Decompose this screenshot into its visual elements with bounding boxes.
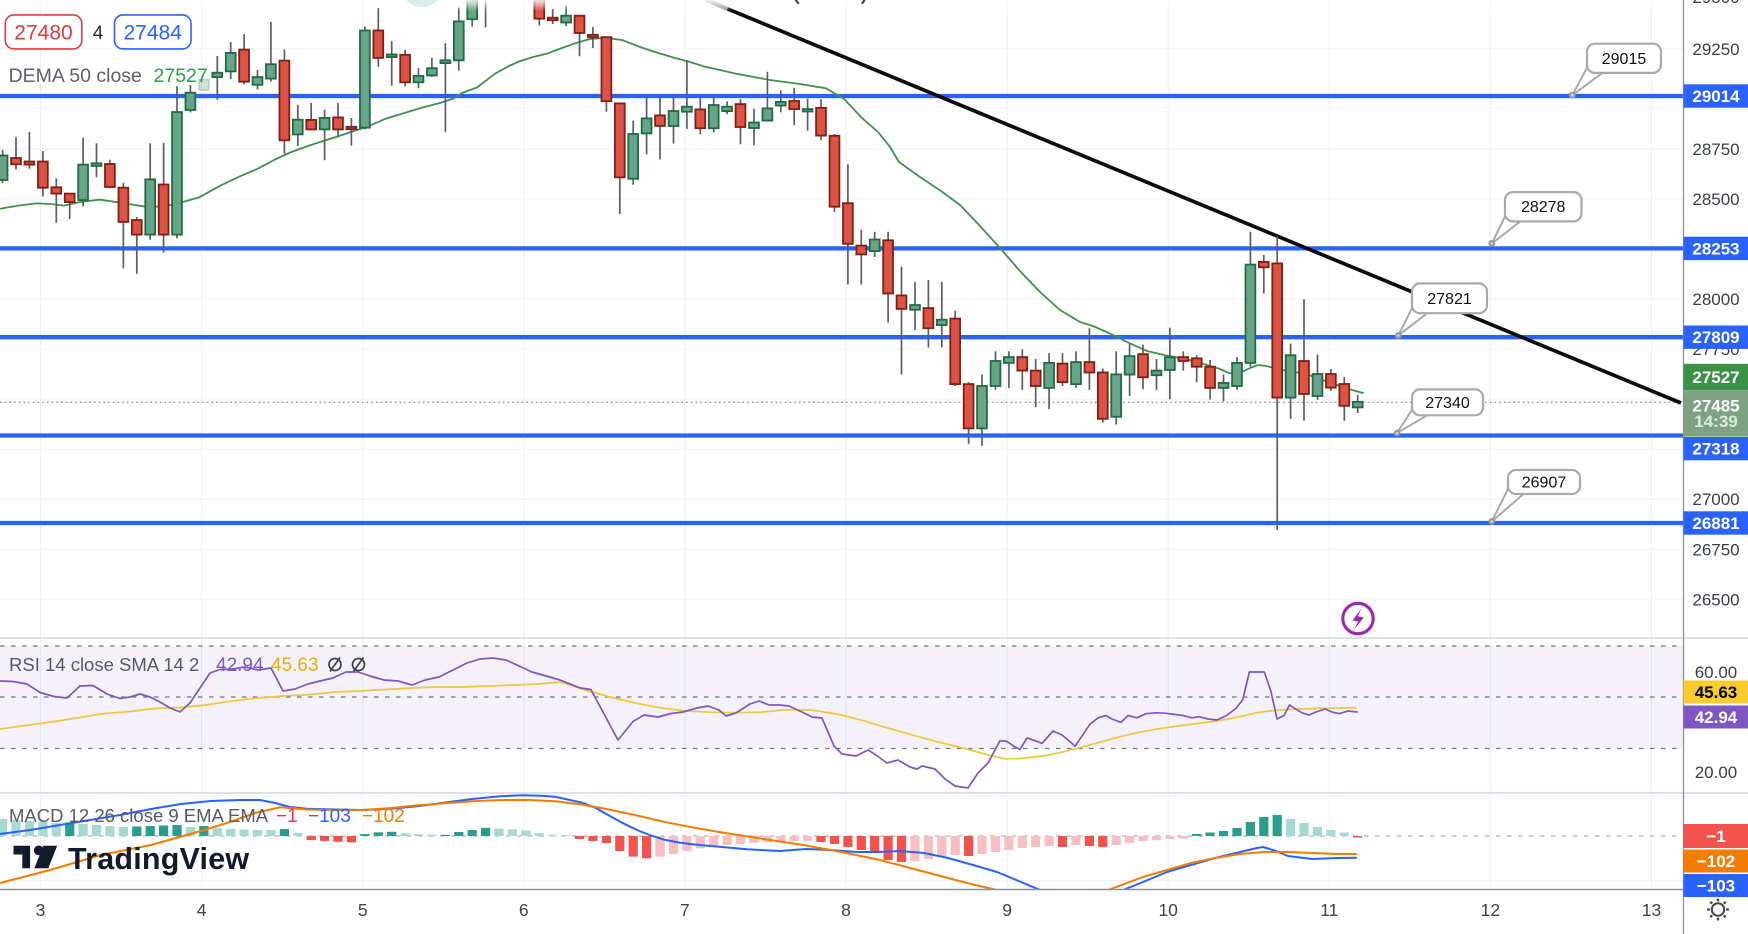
svg-text:RSI 14 close SMA 14 2: RSI 14 close SMA 14 2 [9, 654, 199, 675]
svg-text:28278: 28278 [1521, 199, 1566, 216]
svg-text:27318: 27318 [1692, 440, 1739, 459]
svg-text:26750: 26750 [1692, 540, 1739, 559]
svg-text:27340: 27340 [1425, 395, 1470, 412]
svg-text:10: 10 [1158, 900, 1178, 920]
svg-text:60.00: 60.00 [1695, 663, 1738, 682]
svg-text:26881: 26881 [1692, 514, 1739, 533]
svg-text:28500: 28500 [1692, 190, 1739, 209]
svg-text:29014: 29014 [1692, 87, 1740, 106]
svg-text:27527: 27527 [154, 65, 208, 87]
svg-text:−1: −1 [1706, 827, 1725, 846]
svg-text:9: 9 [1002, 900, 1012, 920]
svg-text:29500: 29500 [1692, 0, 1739, 7]
svg-text:12: 12 [1481, 900, 1500, 920]
svg-text:−103: −103 [1697, 877, 1735, 896]
svg-text:MACD 12 26 close 9 EMA EMA: MACD 12 26 close 9 EMA EMA [9, 805, 269, 826]
svg-text:−102: −102 [362, 806, 405, 827]
svg-text:−103: −103 [308, 806, 351, 827]
svg-text:−102: −102 [1697, 852, 1735, 871]
svg-text:7: 7 [680, 900, 690, 920]
svg-text:DEMA 50 close: DEMA 50 close [9, 65, 142, 87]
svg-text:5: 5 [358, 900, 368, 920]
svg-text:4: 4 [93, 23, 104, 44]
svg-text:26907: 26907 [1522, 475, 1567, 492]
svg-text:27527: 27527 [1692, 368, 1739, 387]
svg-text:27480: 27480 [14, 22, 72, 45]
svg-text:27484: 27484 [123, 22, 182, 45]
svg-text:−1: −1 [276, 806, 298, 827]
svg-text:14:39: 14:39 [1694, 412, 1737, 431]
svg-text:45.63: 45.63 [1695, 683, 1738, 702]
svg-text:13: 13 [1642, 900, 1661, 920]
svg-text:4: 4 [197, 900, 207, 920]
svg-text:28750: 28750 [1692, 140, 1739, 159]
svg-text:29250: 29250 [1692, 40, 1739, 59]
svg-text:45.63: 45.63 [271, 655, 319, 676]
svg-text:42.94: 42.94 [1695, 708, 1738, 727]
svg-text:27821: 27821 [1427, 291, 1472, 308]
svg-text:20.00: 20.00 [1695, 763, 1738, 782]
svg-text:TradingView: TradingView [68, 842, 249, 876]
svg-text:3: 3 [36, 900, 46, 920]
svg-text:11: 11 [1320, 900, 1338, 920]
svg-text:6: 6 [519, 900, 529, 920]
svg-text:42.94: 42.94 [216, 655, 264, 676]
svg-text:8: 8 [841, 900, 851, 920]
svg-text:28000: 28000 [1692, 290, 1739, 309]
svg-text:28253: 28253 [1692, 239, 1739, 258]
svg-text:27485: 27485 [1692, 397, 1739, 416]
svg-text:27000: 27000 [1692, 490, 1739, 509]
svg-text:27809: 27809 [1692, 328, 1739, 347]
svg-text:29015: 29015 [1602, 51, 1647, 68]
svg-text:26500: 26500 [1692, 590, 1739, 609]
